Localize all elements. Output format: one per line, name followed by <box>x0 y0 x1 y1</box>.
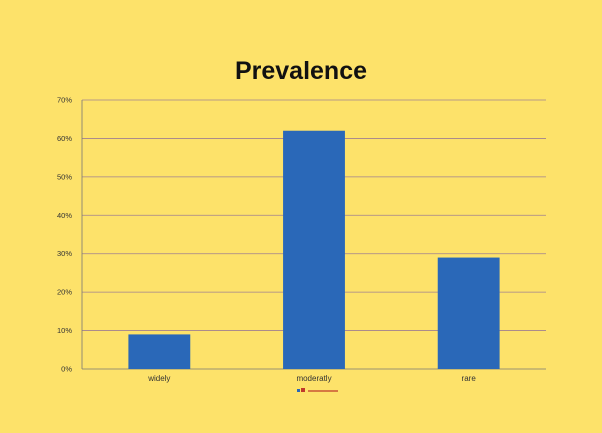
legend <box>297 388 338 392</box>
y-tick-label: 60% <box>57 134 72 143</box>
y-tick-label: 0% <box>61 365 72 374</box>
bar-moderatly <box>283 130 345 369</box>
bar-rare <box>437 257 500 369</box>
chart-title: Prevalence <box>234 57 368 85</box>
legend-marker <box>297 389 300 392</box>
y-axis-ticks: 0% 10% 20% 30% 40% 50% 60% 70% <box>57 96 72 374</box>
y-tick-label: 40% <box>57 211 72 220</box>
y-tick-label: 30% <box>57 249 72 258</box>
x-tick-label: moderatly <box>296 374 331 383</box>
y-tick-label: 10% <box>57 326 72 335</box>
x-axis-labels: widely moderatly rare <box>147 374 476 383</box>
x-tick-label: rare <box>462 374 477 383</box>
bars <box>128 130 500 369</box>
x-tick-label: widely <box>147 374 170 383</box>
y-tick-label: 70% <box>57 96 72 105</box>
bar-widely <box>128 334 191 369</box>
y-tick-label: 20% <box>57 288 72 297</box>
y-tick-label: 50% <box>57 172 72 181</box>
legend-marker <box>301 388 305 392</box>
